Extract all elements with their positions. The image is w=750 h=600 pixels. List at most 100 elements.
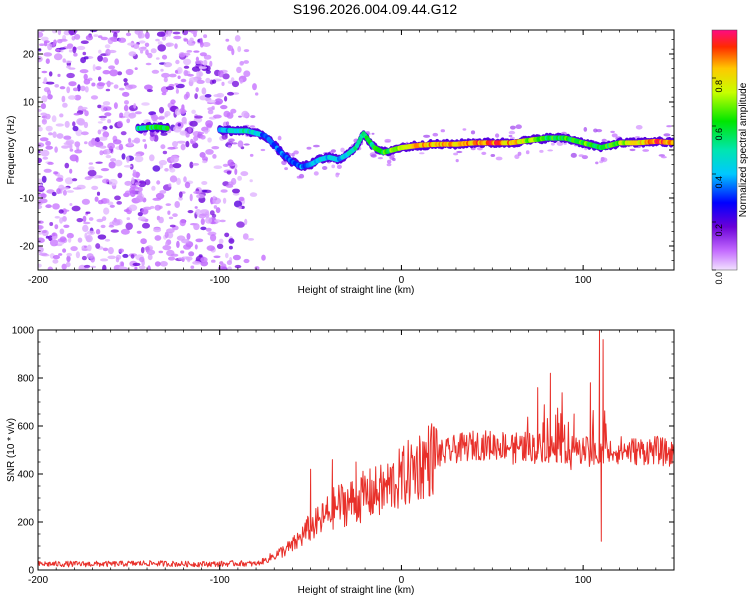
noise-blob xyxy=(102,264,107,270)
noise-blob xyxy=(58,253,63,256)
noise-blob xyxy=(100,36,109,41)
halo-blob xyxy=(593,128,598,133)
noise-blob xyxy=(117,120,123,128)
noise-blob xyxy=(75,251,80,259)
noise-blob xyxy=(47,89,51,96)
noise-blob xyxy=(108,65,116,70)
noise-blob xyxy=(185,91,190,99)
noise-blob xyxy=(172,213,178,218)
noise-blob xyxy=(137,32,145,39)
noise-blob xyxy=(62,189,67,196)
noise-blob xyxy=(200,226,207,231)
halo-blob xyxy=(547,149,554,152)
noise-blob xyxy=(131,177,135,185)
noise-blob xyxy=(97,55,103,62)
noise-blob xyxy=(127,137,132,143)
noise-blob xyxy=(179,130,188,136)
noise-blob xyxy=(133,103,137,109)
noise-blob xyxy=(155,57,160,60)
noise-blob xyxy=(189,120,198,127)
noise-blob xyxy=(134,155,144,163)
noise-blob xyxy=(83,264,91,268)
noise-blob xyxy=(128,51,137,57)
noise-blob xyxy=(247,238,255,241)
noise-blob xyxy=(72,187,82,190)
noise-blob xyxy=(199,131,204,135)
snr-x-axis-label: Height of straight line (km) xyxy=(298,585,415,596)
noise-blob xyxy=(179,107,186,115)
halo-blob xyxy=(456,150,463,154)
noise-blob xyxy=(189,193,193,202)
noise-blob xyxy=(183,244,192,250)
noise-blob xyxy=(57,30,62,36)
halo-blob xyxy=(570,152,577,158)
halo-blob xyxy=(313,144,320,148)
noise-blob xyxy=(175,88,179,94)
snr-series-group xyxy=(38,330,674,568)
noise-blob xyxy=(38,252,48,256)
noise-blob xyxy=(168,216,174,220)
noise-blob xyxy=(80,40,89,44)
noise-blob xyxy=(236,66,242,74)
halo-blob xyxy=(595,161,599,165)
noise-blob xyxy=(221,81,225,86)
noise-blob xyxy=(207,107,215,111)
noise-blob xyxy=(172,141,178,147)
noise-blob xyxy=(56,177,64,182)
halo-blob xyxy=(610,130,615,134)
noise-blob xyxy=(167,146,176,150)
noise-blob xyxy=(200,260,209,267)
noise-blob xyxy=(59,228,65,235)
noise-blob xyxy=(104,238,111,242)
noise-blob xyxy=(86,244,92,252)
halo-blob xyxy=(508,130,516,135)
noise-blob xyxy=(189,161,194,169)
noise-blob xyxy=(118,265,125,270)
noise-blob xyxy=(97,199,104,205)
noise-blob xyxy=(195,56,199,62)
noise-blob xyxy=(89,30,98,33)
noise-blob xyxy=(42,230,47,234)
noise-blob xyxy=(67,43,73,50)
noise-blob xyxy=(187,210,194,214)
noise-blob xyxy=(176,67,183,74)
noise-blob xyxy=(195,238,204,243)
noise-blob xyxy=(56,188,61,195)
noise-blob xyxy=(118,248,124,253)
noise-blob xyxy=(194,93,198,100)
noise-blob xyxy=(188,126,192,133)
noise-blob xyxy=(75,155,79,163)
noise-blob xyxy=(109,69,119,77)
noise-blob xyxy=(66,190,75,193)
colorbar-tick-label: 0.8 xyxy=(714,80,724,93)
noise-blob xyxy=(42,156,49,160)
noise-blob xyxy=(176,177,181,185)
noise-blob xyxy=(212,79,217,84)
x-tick-label: -200 xyxy=(28,275,48,286)
noise-blob xyxy=(150,205,155,209)
noise-blob xyxy=(158,106,165,114)
noise-blob xyxy=(145,62,152,66)
noise-blob xyxy=(105,154,112,159)
noise-blob xyxy=(240,171,249,177)
spectrogram-heatmap xyxy=(38,30,674,270)
noise-blob xyxy=(162,150,168,155)
halo-blob xyxy=(551,142,555,146)
noise-blob xyxy=(72,121,76,127)
noise-blob xyxy=(140,246,145,254)
noise-blob xyxy=(226,170,232,175)
noise-blob xyxy=(137,216,147,221)
noise-blob xyxy=(157,41,163,46)
noise-blob xyxy=(138,180,147,188)
halo-blob xyxy=(291,152,295,157)
noise-blob xyxy=(169,73,177,78)
noise-blob xyxy=(220,189,228,193)
halo-blob xyxy=(226,141,234,146)
noise-blob xyxy=(109,204,115,208)
noise-blob xyxy=(46,81,55,85)
noise-blob xyxy=(249,153,254,157)
noise-blob xyxy=(52,259,59,264)
noise-blob xyxy=(133,43,140,49)
noise-blob xyxy=(45,204,52,209)
noise-blob xyxy=(176,240,180,248)
